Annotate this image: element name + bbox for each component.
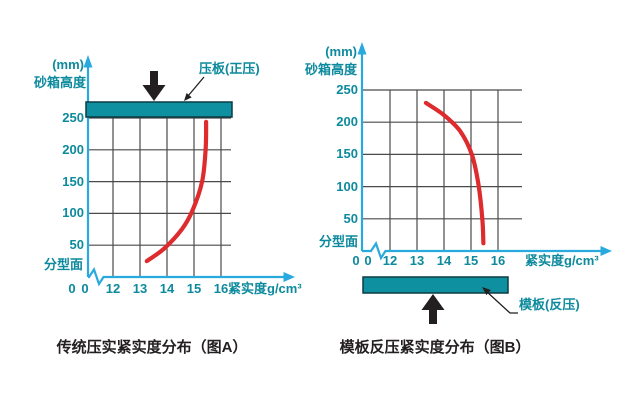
chart-a-grid [88,117,231,277]
y-axis-title-b: 砂箱高度 [304,62,357,77]
y-tick-b-100: 100 [336,179,358,194]
y-tick-b-50: 50 [343,211,358,226]
chart-a-x-axis [88,267,295,287]
x-origin-b: 0 [364,253,372,268]
mold-plate-label: 模板(反压) [519,297,580,312]
y-axis-unit-b: (mm) [325,44,357,59]
x-axis-line-with-break [88,267,285,287]
y-tick-b-150: 150 [336,146,358,161]
x-tick-a-14: 14 [159,281,175,296]
x-axis-arrow-icon [283,272,295,282]
y-axis-title-a: 砂箱高度 [33,75,86,90]
parting-surface-label-a: 分型面 [43,257,83,272]
y-tick-a-250: 250 [62,110,84,125]
y-axis-unit-a: (mm) [52,57,84,72]
x-tick-b-13: 13 [409,253,425,268]
chart-b-grid [362,89,522,251]
y-tick-b-250: 250 [336,82,358,97]
x-tick-b-15: 15 [463,253,479,268]
y-tick-a-150: 150 [62,174,84,189]
caption-a: 传统压实紧实度分布（图A） [56,339,248,356]
y-origin-a: 0 [68,281,76,296]
x-origin-a: 0 [81,281,89,296]
x-tick-b-12: 12 [382,253,398,268]
x-tick-a-13: 13 [132,281,148,296]
x-axis-title-a: 紧实度g/cm³ [228,281,302,296]
pressure-plate-bar [85,101,233,118]
chart-b-y-axis [357,42,367,251]
x-tick-b-14: 14 [436,253,452,268]
x-tick-b-16: 16 [490,253,506,268]
x-axis-title-b: 紧实度g/cm³ [525,253,599,268]
y-origin-b: 0 [352,253,360,268]
pressure-plate-label: 压板(正压) [199,61,260,76]
x-axis-line-with-break [362,241,602,261]
press-up-arrow-icon [421,294,445,324]
y-axis-arrow-icon [83,55,93,68]
x-axis-arrow-icon [600,246,612,256]
mold-leader-line [482,287,518,314]
parting-surface-label-b: 分型面 [318,234,358,249]
leader-arrow-icon [482,287,491,296]
y-axis-arrow-icon [357,42,367,55]
press-down-arrow-icon [142,71,166,101]
caption-b: 模板反压紧实度分布（图B） [339,339,531,356]
plate-leader-line [184,76,205,101]
y-tick-a-100: 100 [62,205,84,220]
y-tick-a-50: 50 [69,237,84,252]
x-tick-a-15: 15 [186,281,202,296]
y-tick-a-200: 200 [62,142,84,157]
chart-a-curve [144,119,209,264]
chart-b-curve [423,100,486,246]
x-tick-a-16: 16 [213,281,229,296]
mold-plate-bar [362,276,509,294]
x-tick-a-12: 12 [105,281,121,296]
chart-b-x-axis [362,241,612,261]
leader-arrow-icon [184,93,192,101]
y-tick-b-200: 200 [336,114,358,129]
